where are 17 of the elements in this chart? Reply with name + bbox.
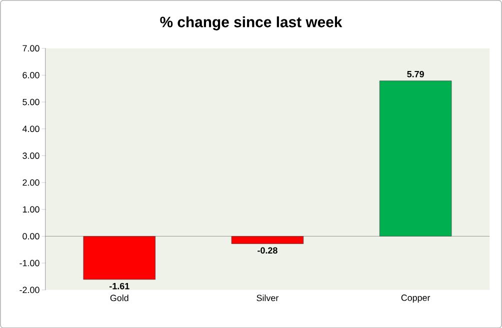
y-tick-label: 3.00 (22, 152, 40, 159)
chart-title: % change since last week (160, 16, 342, 30)
x-tick-label: Gold (110, 294, 128, 302)
y-tick-label: 0.00 (22, 232, 40, 240)
x-tick-label: Silver (256, 294, 279, 302)
x-tick-label: Copper (401, 294, 430, 303)
y-tick-label: -2.00 (20, 286, 40, 293)
data-label: -1.61 (110, 282, 130, 290)
y-tick-label: 7.00 (22, 45, 40, 52)
y-tick-label: 4.00 (22, 126, 40, 132)
y-tick-label: -1.00 (20, 260, 40, 266)
y-tick-label: 1.00 (22, 206, 40, 212)
data-label: 5.79 (407, 70, 424, 78)
y-tick-label: 5.00 (22, 98, 40, 106)
y-tick-label: 2.00 (22, 179, 40, 186)
y-tick-label: 6.00 (22, 72, 40, 78)
data-label: -0.28 (258, 247, 278, 254)
